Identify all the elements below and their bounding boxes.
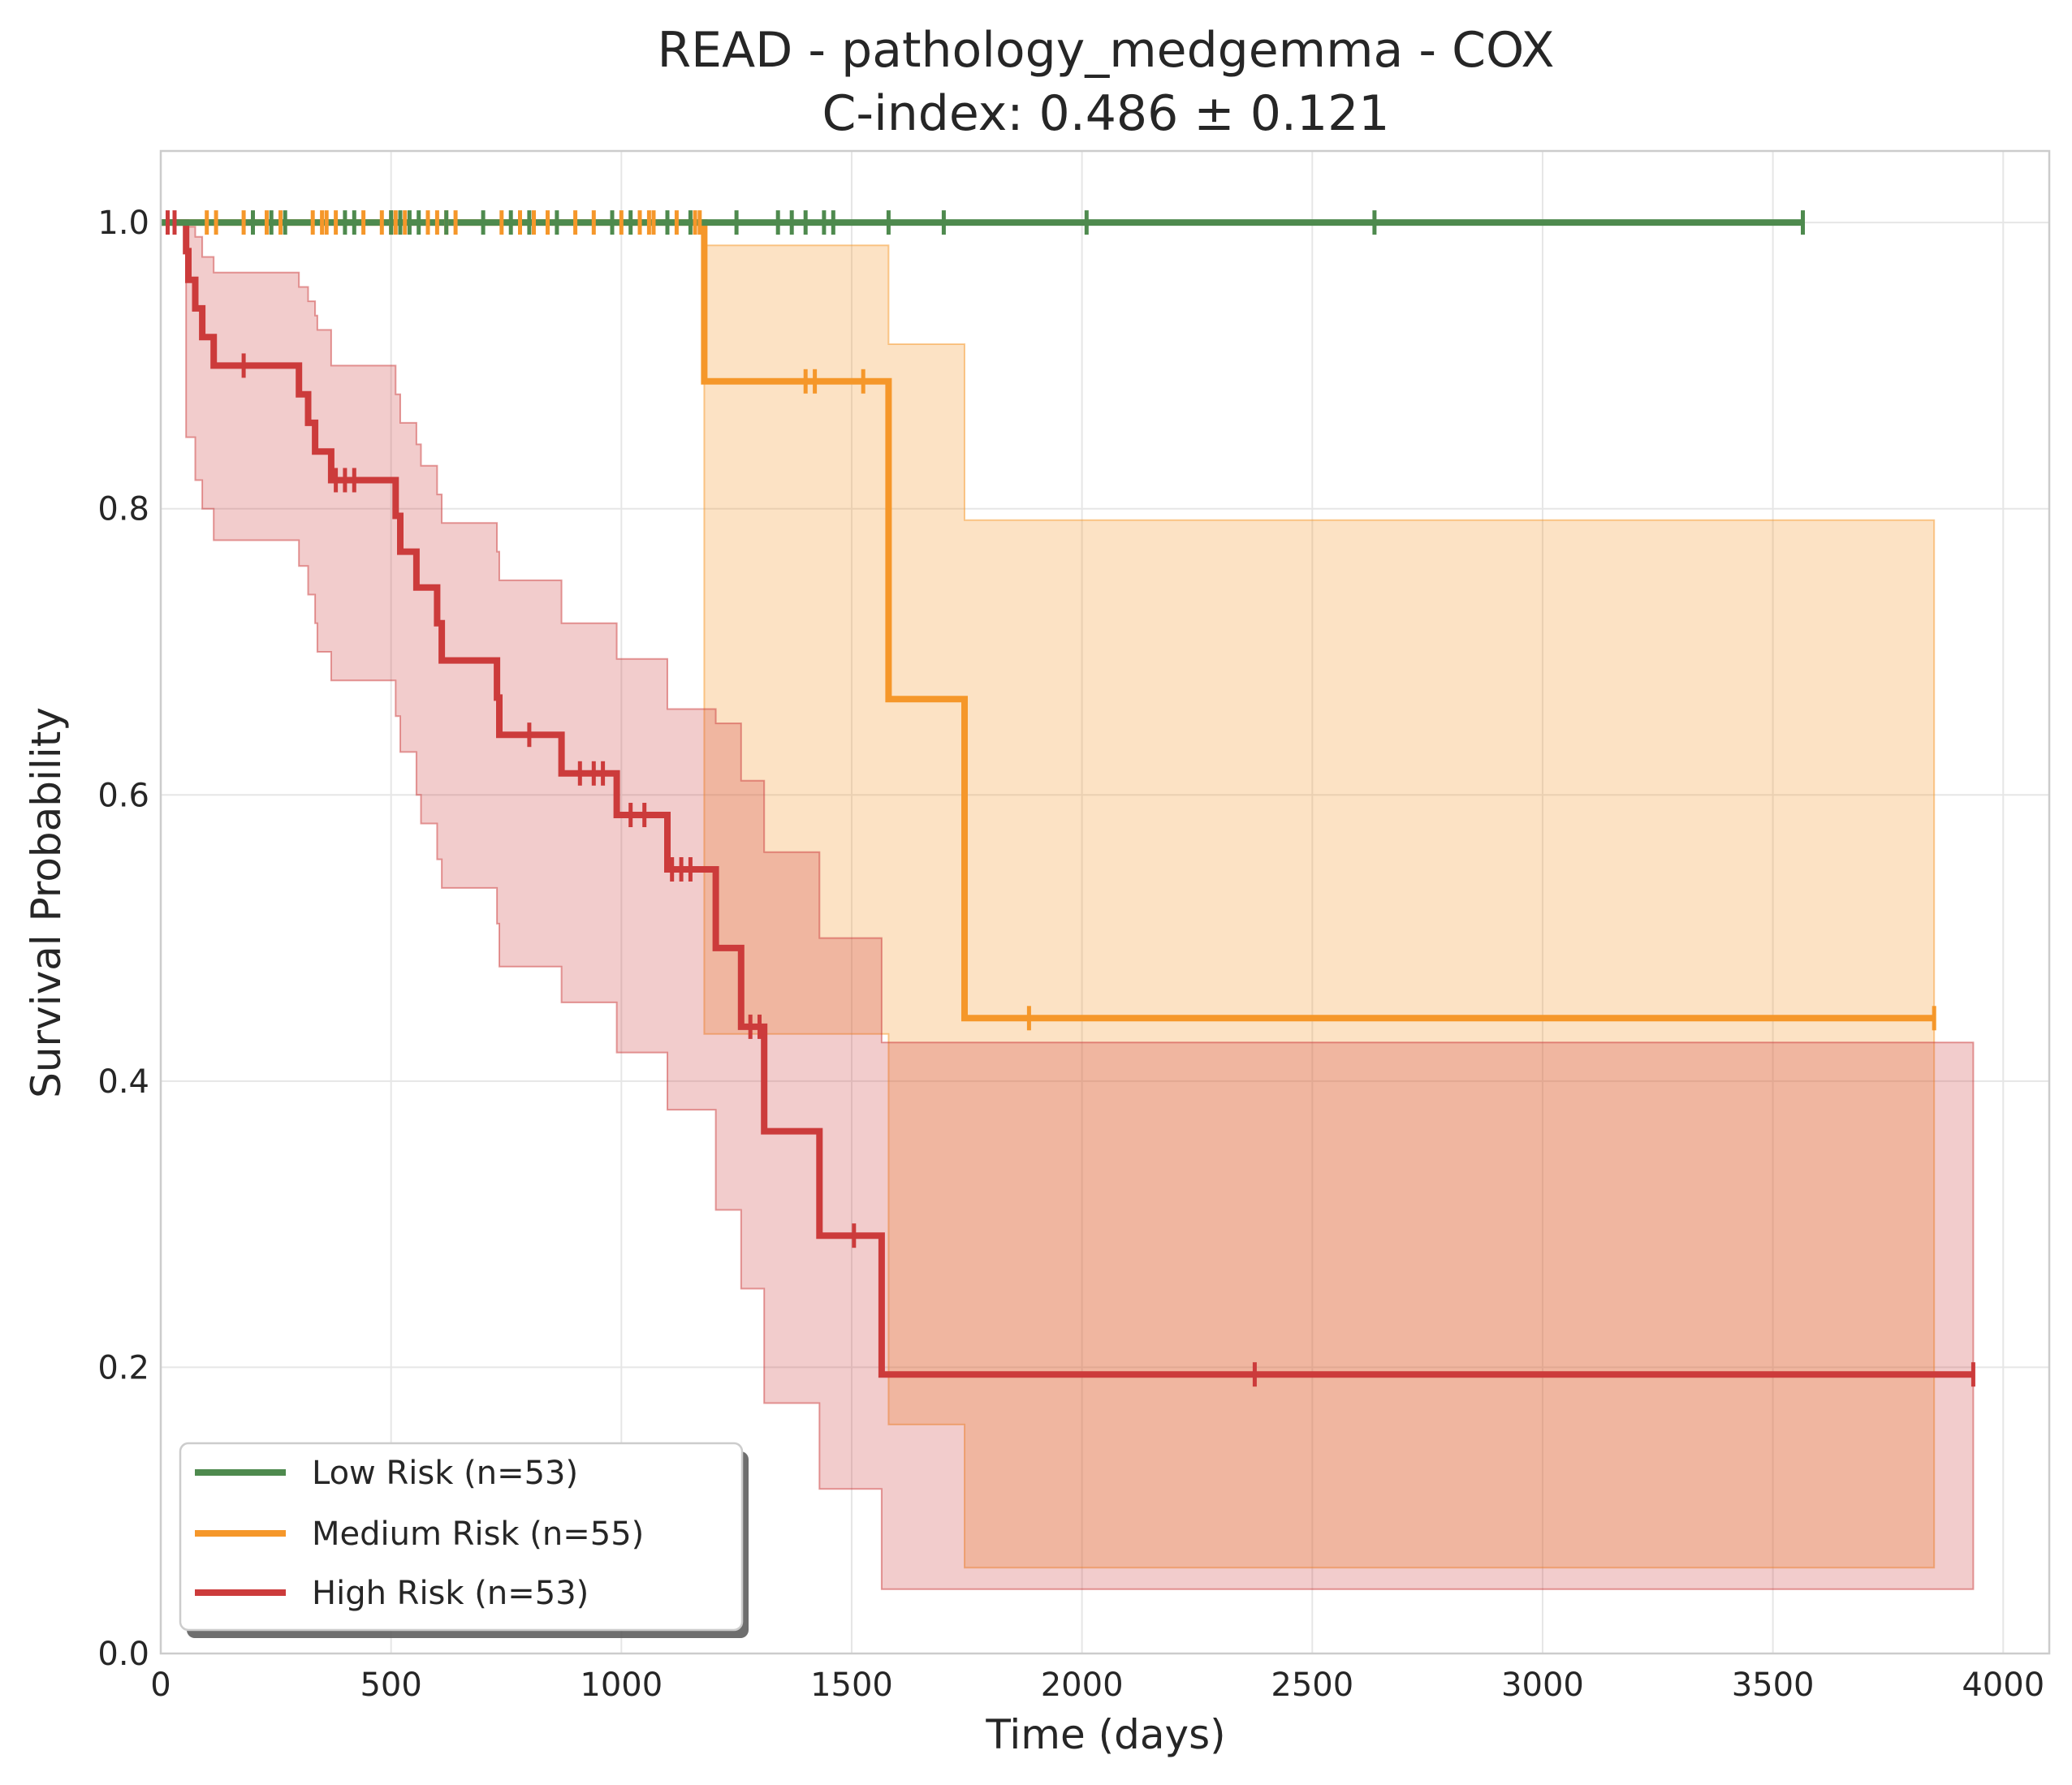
y-tick-label-2: 0.4 (97, 1063, 149, 1101)
curve-high-risk (161, 219, 1974, 1378)
x-tick-label-8: 4000 (1962, 1666, 2044, 1704)
confidence-bands (185, 226, 1975, 1590)
legend: Low Risk (n=53) Medium Risk (n=55) High … (179, 1442, 749, 1638)
chart-title: READ - pathology_medgemma - COX (657, 22, 1554, 79)
x-tick-label-6: 3000 (1501, 1666, 1584, 1704)
x-tick-label-5: 2500 (1271, 1666, 1353, 1704)
x-axis-ticks: 0 500 1000 1500 2000 2500 3000 3500 4000 (150, 1666, 2044, 1704)
plot-area (161, 151, 2049, 1653)
chart-subtitle: C-index: 0.486 ± 0.121 (822, 85, 1390, 142)
y-axis-label: Survival Probability (23, 707, 70, 1098)
y-tick-label-1: 0.2 (97, 1349, 149, 1386)
y-tick-label-4: 0.8 (97, 491, 149, 528)
legend-label-medium-risk: Medium Risk (n=55) (312, 1516, 644, 1553)
grid (160, 151, 2049, 1654)
y-tick-label-3: 0.6 (97, 777, 149, 814)
y-axis-ticks: 0.0 0.2 0.4 0.6 0.8 1.0 (97, 205, 149, 1673)
survival-curves (161, 219, 1974, 1378)
ci-band-high-risk (185, 226, 1975, 1590)
legend-box (179, 1442, 744, 1632)
x-axis-label: Time (days) (985, 1711, 1225, 1758)
x-tick-label-7: 3500 (1732, 1666, 1815, 1704)
legend-label-low-risk: Low Risk (n=53) (312, 1455, 578, 1492)
x-tick-label-1: 500 (360, 1666, 421, 1704)
y-tick-label-5: 1.0 (97, 205, 149, 242)
y-tick-label-0: 0.0 (97, 1636, 149, 1673)
legend-label-high-risk: High Risk (n=53) (312, 1575, 589, 1612)
plot-frame (159, 149, 2051, 1655)
x-tick-label-0: 0 (150, 1666, 171, 1704)
curve-medium-risk (161, 219, 1935, 1022)
ci-band-medium-risk (703, 244, 1936, 1569)
x-tick-label-4: 2000 (1041, 1666, 1124, 1704)
censor-marks (166, 210, 1975, 1387)
x-tick-label-3: 1500 (810, 1666, 893, 1704)
x-tick-label-2: 1000 (580, 1666, 663, 1704)
